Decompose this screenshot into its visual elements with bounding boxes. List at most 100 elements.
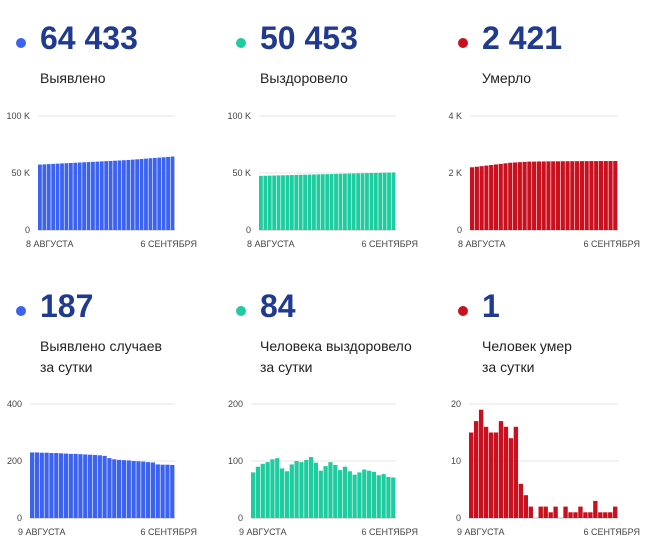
bar (613, 161, 618, 230)
stat-panel-daily-recovered: 84 Человека выздоровело за сутки (236, 288, 446, 375)
bar (528, 506, 533, 518)
bar (34, 452, 40, 518)
bar (99, 161, 104, 230)
y-tick-label: 4 K (448, 111, 462, 121)
bar (51, 163, 56, 230)
x-tick-label-start: 9 АВГУСТА (457, 527, 505, 537)
bar (469, 432, 474, 518)
bar (575, 161, 580, 230)
bar (498, 163, 503, 230)
bar (42, 164, 47, 230)
bar (46, 164, 51, 230)
x-tick-label-start: 8 АВГУСТА (26, 239, 74, 249)
bar (68, 162, 73, 230)
bar (470, 167, 475, 230)
bar (522, 161, 527, 230)
bar (135, 159, 140, 230)
chart-daily-deaths: 0 10 20 9 АВГУСТА 6 СЕНТЯБРЯ (451, 399, 640, 537)
bar (338, 173, 343, 230)
bar (584, 161, 589, 230)
bar (276, 175, 281, 230)
x-tick-label-start: 9 АВГУСТА (18, 527, 66, 537)
bar (113, 160, 117, 230)
chart-cumulative-recovered: 0 50 K 100 K 8 АВГУСТА 6 СЕНТЯБРЯ (227, 111, 418, 249)
bar (532, 161, 537, 230)
bar (323, 466, 328, 518)
bar (126, 160, 131, 230)
y-tick-label: 400 (7, 399, 22, 409)
bar (493, 432, 499, 518)
bar (157, 157, 162, 230)
bar (369, 173, 374, 230)
bar (320, 174, 325, 230)
bar (568, 512, 573, 518)
bar (307, 174, 312, 230)
stat-label: Выявлено (40, 70, 106, 86)
bar (255, 466, 261, 518)
bar (473, 421, 479, 518)
stat-value: 50 453 (260, 20, 358, 56)
bar (518, 483, 524, 518)
y-tick-label: 100 K (227, 111, 251, 121)
bar (352, 474, 357, 518)
y-tick-label: 100 K (6, 111, 30, 121)
bar (598, 161, 604, 230)
bar (97, 455, 102, 518)
bar (318, 470, 323, 518)
bar (484, 165, 489, 230)
bar (117, 160, 122, 230)
bar (289, 464, 294, 518)
stat-label: Человека выздоровело за сутки (260, 338, 412, 375)
bar (73, 453, 78, 519)
bar (155, 464, 160, 518)
bar (333, 464, 338, 518)
bar (373, 172, 378, 230)
bar (68, 453, 73, 519)
bar (170, 156, 175, 230)
y-tick-label: 2 K (448, 168, 462, 178)
bar (130, 159, 135, 230)
bar (92, 455, 98, 518)
bullet-dot-icon (458, 306, 468, 316)
bar (527, 161, 532, 230)
x-tick-label-start: 8 АВГУСТА (458, 239, 506, 249)
bar (367, 470, 372, 518)
bar (523, 495, 528, 518)
bar (104, 161, 109, 230)
bar (117, 459, 122, 518)
bar (63, 453, 69, 518)
bar (299, 462, 304, 518)
bar (102, 455, 107, 518)
y-tick-label: 0 (456, 513, 461, 523)
y-tick-label: 200 (228, 399, 243, 409)
bar (265, 462, 270, 518)
bar (608, 512, 613, 518)
stat-value: 2 421 (482, 20, 563, 56)
bar (150, 462, 156, 518)
bar (360, 173, 365, 230)
bar (275, 458, 280, 518)
bar (161, 157, 166, 230)
bar (136, 461, 141, 518)
bar (608, 161, 613, 230)
bar (565, 161, 570, 230)
bar (347, 173, 352, 230)
stat-panel-recovered: 50 453 Выздоровело (236, 20, 446, 86)
bar (131, 461, 136, 518)
stat-value: 1 (482, 288, 500, 324)
bar (260, 463, 265, 518)
bar (376, 475, 381, 518)
bar (284, 471, 290, 518)
y-tick-label: 200 (7, 456, 22, 466)
bar (342, 466, 348, 518)
bar (342, 173, 347, 230)
chart-daily-detected: 0 200 400 9 АВГУСТА 6 СЕНТЯБРЯ (7, 399, 197, 537)
stat-value: 84 (260, 288, 296, 324)
bar (579, 161, 584, 230)
x-tick-label-end: 6 СЕНТЯБРЯ (361, 527, 418, 537)
bar (603, 512, 608, 518)
bar (170, 464, 175, 518)
bar (378, 172, 383, 230)
bar (483, 426, 489, 518)
bar (508, 438, 514, 518)
